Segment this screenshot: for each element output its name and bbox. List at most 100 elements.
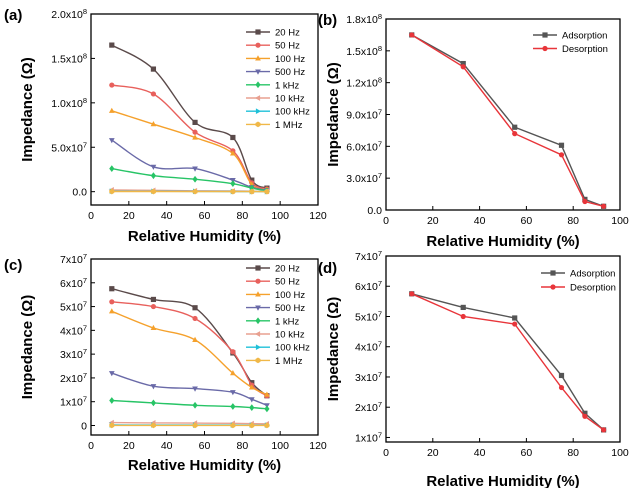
legend-label: Adsorption [562, 31, 607, 42]
series-line [111, 288, 268, 397]
y-tick-label: 5x107 [60, 300, 87, 314]
x-tick-label: 80 [236, 440, 248, 452]
y-tick-label: 1x107 [355, 430, 382, 444]
series-100-hz [108, 308, 270, 397]
legend-label: Desorption [562, 44, 608, 55]
data-point [248, 384, 255, 390]
legend-marker [255, 108, 262, 115]
data-point [249, 177, 255, 183]
y-tick-label: 1.8x108 [346, 12, 382, 26]
legend-marker [255, 317, 261, 325]
y-tick-label: 4x107 [355, 340, 382, 354]
series-line [111, 399, 267, 410]
data-point [150, 303, 157, 310]
y-tick-label: 0.0 [72, 187, 87, 199]
data-point [512, 131, 518, 137]
x-axis-title: Relative Humidity (%) [426, 233, 579, 250]
data-point [230, 188, 236, 195]
legend-marker [255, 278, 261, 284]
data-point [264, 391, 270, 397]
data-point [582, 198, 588, 205]
series-1-khz [109, 397, 270, 413]
series-desorption [409, 291, 607, 433]
x-tick-label: 120 [309, 210, 327, 222]
legend-marker [255, 121, 261, 128]
y-tick-label: 3.0x107 [346, 171, 382, 185]
data-point [582, 413, 588, 419]
x-tick-label: 100 [271, 210, 289, 222]
data-point [230, 349, 236, 355]
data-point [109, 299, 115, 305]
series-line [411, 34, 604, 207]
data-point [230, 150, 236, 156]
series-20-hz [109, 286, 270, 399]
data-point [150, 399, 157, 407]
data-point [150, 121, 157, 127]
legend-label: 100 Hz [275, 290, 305, 301]
x-tick-label: 60 [199, 210, 211, 222]
x-tick-label: 60 [521, 215, 533, 227]
data-point [249, 404, 255, 412]
y-tick-label: 2x107 [60, 371, 87, 385]
y-tick-label: 3x107 [60, 347, 87, 361]
y-tick-label: 1.5x108 [51, 51, 87, 65]
data-point [192, 315, 198, 322]
data-point [109, 397, 115, 404]
data-point [248, 397, 255, 403]
chart-panel-1: (a) 0 20 40 60 80 100 120 0.0 5.0x107 1.0x108 1.5x1… [4, 7, 327, 245]
data-point [582, 410, 588, 416]
x-tick-label: 40 [474, 447, 486, 459]
series-adsorption [409, 291, 607, 433]
x-tick-label: 40 [161, 210, 173, 222]
chart-panel-2: (b) 0 20 40 60 80 100 0.0 3.0x107 6.0x107 9.0x107 1… [318, 12, 629, 250]
legend-label: Adsorption [570, 269, 615, 280]
data-point [150, 422, 156, 429]
legend-marker [550, 284, 556, 290]
data-point [558, 384, 565, 391]
y-tick-label: 7x107 [355, 249, 382, 263]
data-point [109, 286, 115, 292]
data-point [192, 401, 198, 409]
y-tick-label: 5.0x107 [51, 140, 87, 154]
series-adsorption [409, 32, 607, 209]
data-point [150, 172, 157, 180]
x-tick-label: 0 [88, 210, 94, 222]
series-line [111, 372, 268, 406]
y-tick-label: 2.0x108 [51, 7, 87, 21]
x-tick-label: 60 [199, 440, 211, 452]
legend-marker [254, 331, 261, 337]
legend: 20 Hz 50 Hz 100 Hz 500 Hz 1 kHz 10 kHz 100 kHz… [246, 28, 310, 131]
x-tick-label: 40 [474, 215, 486, 227]
data-point [460, 64, 466, 70]
data-point [109, 42, 115, 48]
series-50-hz [109, 82, 270, 192]
legend-label: 500 Hz [275, 67, 305, 78]
data-point [150, 324, 157, 331]
series-line [411, 293, 605, 431]
y-tick-label: 1.2x108 [346, 76, 382, 90]
legend-label: 20 Hz [275, 28, 300, 39]
panel-label: (a) [4, 7, 22, 24]
series-line [111, 167, 268, 192]
y-tick-label: 5x107 [355, 309, 382, 323]
legend-label: 1 MHz [275, 120, 303, 131]
x-tick-label: 20 [123, 440, 135, 452]
data-point [230, 134, 236, 141]
panel-label: (d) [318, 260, 337, 277]
legend-label: 1 kHz [275, 80, 300, 91]
series-desorption [409, 32, 607, 209]
y-tick-label: 1x107 [60, 395, 87, 409]
series-500-hz [108, 371, 270, 409]
legend-marker [550, 270, 556, 276]
legend-marker [255, 291, 261, 297]
data-point [249, 188, 255, 195]
x-tick-label: 100 [611, 447, 629, 459]
data-point [150, 164, 157, 170]
y-tick-label: 6x107 [355, 279, 382, 293]
data-point [192, 188, 198, 195]
y-tick-label: 3x107 [355, 370, 382, 384]
x-tick-label: 80 [567, 215, 579, 227]
data-point [264, 405, 270, 413]
data-point [192, 129, 198, 135]
